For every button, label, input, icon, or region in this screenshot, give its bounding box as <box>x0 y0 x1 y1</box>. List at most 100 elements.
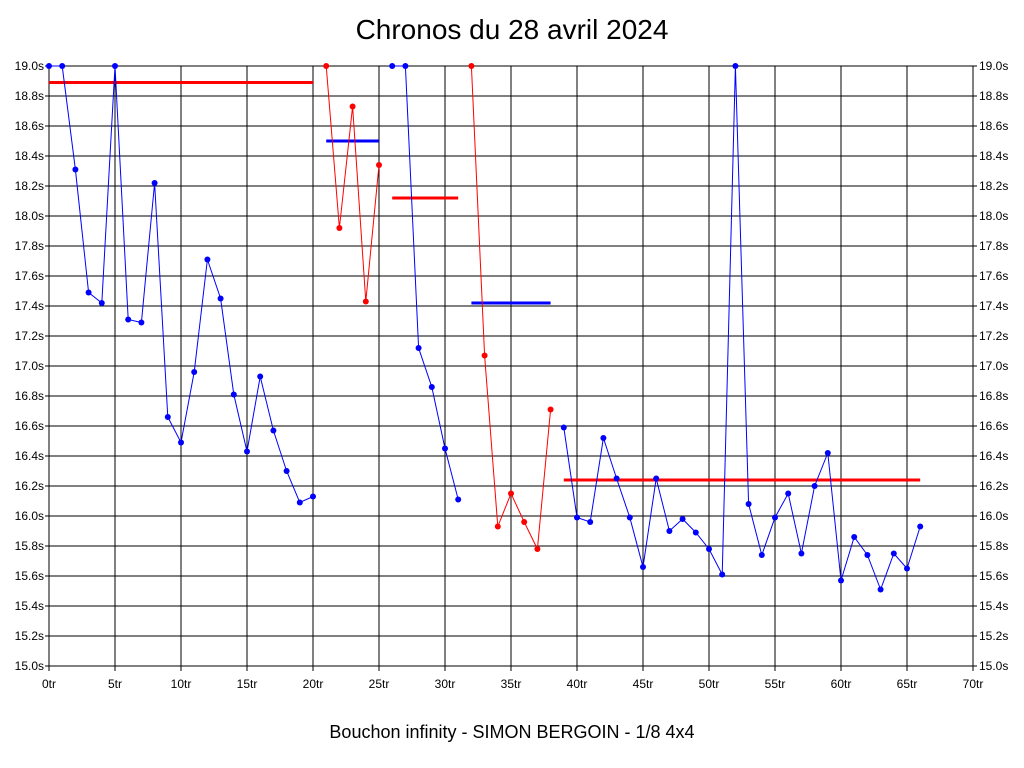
y-tick-label-left: 17.2s <box>15 329 44 343</box>
data-point <box>653 475 660 482</box>
y-tick-label-left: 16.8s <box>15 389 44 403</box>
data-point <box>112 63 118 69</box>
data-point <box>283 468 290 474</box>
data-point <box>442 445 448 452</box>
grid <box>48 65 974 667</box>
data-point <box>85 289 92 296</box>
y-tick-label-left: 15.8s <box>15 539 44 553</box>
x-tick-label: 40tr <box>567 677 588 691</box>
y-tick-label-right: 16.2s <box>979 479 1008 493</box>
data-point <box>508 490 514 497</box>
data-point <box>362 298 369 305</box>
data-point <box>46 63 52 69</box>
x-tick-label: 15tr <box>237 677 258 691</box>
x-tick-label: 65tr <box>897 677 918 691</box>
data-point <box>547 406 554 413</box>
data-point <box>244 448 250 455</box>
y-tick-label-right: 18.0s <box>979 209 1008 223</box>
data-point <box>191 369 198 375</box>
data-point <box>164 414 171 420</box>
y-tick-label-right: 18.2s <box>979 179 1008 193</box>
y-tick-label-left: 19.0s <box>15 59 44 73</box>
data-point <box>574 514 580 521</box>
data-point <box>772 514 778 521</box>
data-point <box>640 564 646 570</box>
data-point <box>534 546 541 552</box>
y-tick-label-right: 16.0s <box>979 509 1008 523</box>
y-tick-label-left: 17.8s <box>15 239 44 253</box>
x-tick-label: 70tr <box>963 677 984 691</box>
data-point <box>402 63 409 69</box>
data-point <box>151 180 158 186</box>
data-point <box>587 519 594 525</box>
data-point <box>732 63 739 69</box>
y-tick-label-left: 15.6s <box>15 569 44 583</box>
data-point <box>455 496 462 503</box>
x-tick-label: 0tr <box>42 677 56 691</box>
data-point <box>626 514 633 521</box>
y-tick-label-right: 19.0s <box>979 59 1008 73</box>
data-point <box>864 552 871 558</box>
y-tick-label-left: 16.6s <box>15 419 44 433</box>
y-tick-label-right: 16.6s <box>979 419 1008 433</box>
y-tick-label-left: 18.8s <box>15 89 44 103</box>
x-tick-label: 60tr <box>831 677 852 691</box>
y-tick-label-right: 18.6s <box>979 119 1008 133</box>
data-point <box>415 345 422 351</box>
data-point <box>719 571 726 578</box>
data-point <box>904 565 910 572</box>
y-tick-label-right: 18.4s <box>979 149 1008 163</box>
y-tick-label-right: 17.8s <box>979 239 1008 253</box>
data-point <box>296 499 303 506</box>
data-point <box>798 550 805 557</box>
chart-title: Chronos du 28 avril 2024 <box>355 14 669 45</box>
y-tick-label-right: 17.6s <box>979 269 1008 283</box>
data-point <box>98 300 105 306</box>
data-point <box>481 352 488 359</box>
y-tick-label-left: 18.6s <box>15 119 44 133</box>
axis-ticks: 0tr 5tr 10tr 15tr 20tr 25tr 30tr 35tr 40tr 45tr 50… <box>15 59 1009 691</box>
x-tick-label: 10tr <box>171 677 192 691</box>
y-tick-label-left: 18.2s <box>15 179 44 193</box>
y-tick-label-left: 15.0s <box>15 659 44 673</box>
data-point <box>706 546 712 552</box>
x-tick-label: 50tr <box>699 677 720 691</box>
average-lines <box>49 81 921 482</box>
y-tick-label-left: 18.0s <box>15 209 44 223</box>
data-point <box>917 523 924 530</box>
y-tick-label-left: 15.2s <box>15 629 44 643</box>
series-points <box>46 63 924 593</box>
data-point <box>204 256 211 263</box>
data-point <box>349 103 356 110</box>
data-point <box>758 552 765 558</box>
data-point <box>600 435 607 441</box>
series-line <box>325 65 380 302</box>
y-tick-label-right: 18.8s <box>979 89 1008 103</box>
data-point <box>811 483 818 489</box>
series-line <box>563 65 921 591</box>
y-tick-label-right: 17.2s <box>979 329 1008 343</box>
data-point <box>679 516 686 522</box>
data-point <box>613 475 620 482</box>
y-tick-label-right: 15.0s <box>979 659 1008 673</box>
data-point <box>494 523 501 530</box>
series-line <box>392 65 459 500</box>
data-point <box>521 519 528 525</box>
data-point <box>877 586 884 593</box>
data-point <box>336 225 343 231</box>
data-point <box>178 439 184 446</box>
data-point <box>138 319 145 326</box>
y-tick-label-left: 16.4s <box>15 449 44 463</box>
data-point <box>310 493 316 500</box>
data-point <box>270 427 277 434</box>
x-tick-label: 45tr <box>633 677 654 691</box>
data-point <box>428 384 435 390</box>
data-point <box>323 63 330 69</box>
data-point <box>560 424 567 431</box>
y-tick-label-left: 17.6s <box>15 269 44 283</box>
y-tick-label-right: 15.4s <box>979 599 1008 613</box>
data-point <box>890 550 897 557</box>
y-tick-label-right: 16.8s <box>979 389 1008 403</box>
y-tick-label-right: 15.6s <box>979 569 1008 583</box>
